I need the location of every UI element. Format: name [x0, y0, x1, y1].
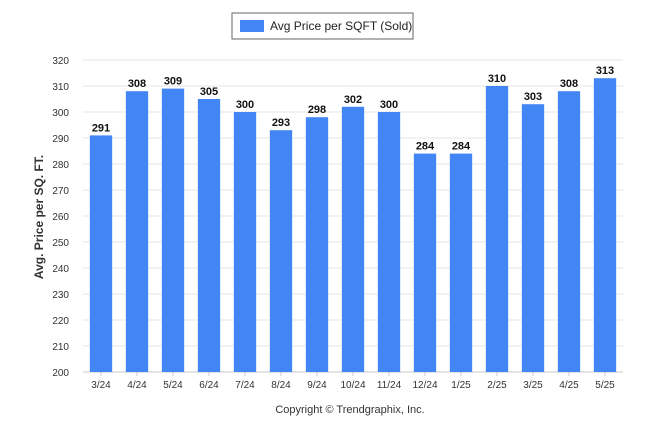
bar: [305, 117, 329, 372]
x-tick-label: 3/24: [91, 380, 111, 391]
data-label: 302: [344, 94, 362, 106]
bar: [557, 91, 581, 372]
x-tick-label: 10/24: [340, 380, 365, 391]
data-label: 284: [452, 141, 471, 153]
y-tick-label: 280: [52, 160, 69, 171]
bar: [413, 153, 437, 372]
x-tick-label: 4/24: [127, 380, 147, 391]
bar: [593, 78, 617, 372]
data-label: 293: [272, 117, 290, 129]
x-tick-label: 3/25: [523, 380, 543, 391]
data-label: 284: [416, 141, 435, 153]
y-tick-label: 270: [52, 186, 69, 197]
y-tick-label: 250: [52, 238, 69, 249]
y-tick-label: 310: [52, 82, 69, 93]
bar: [377, 112, 401, 372]
bar: [521, 104, 545, 372]
bar: [125, 91, 149, 372]
y-axis-ticks: 200 210 220 230 240 250 260 270 280 290 300 310 320: [52, 56, 69, 379]
data-label: 300: [236, 99, 254, 111]
data-label: 303: [524, 91, 542, 103]
y-axis-title: Avg. Price per SQ. FT.: [32, 155, 46, 279]
data-label: 300: [380, 99, 398, 111]
x-tick-label: 4/25: [559, 380, 579, 391]
y-tick-label: 220: [52, 316, 69, 327]
bar: [269, 130, 293, 372]
y-tick-label: 260: [52, 212, 69, 223]
x-tick-label: 12/24: [412, 380, 437, 391]
y-tick-label: 240: [52, 264, 69, 275]
y-tick-label: 320: [52, 56, 69, 67]
x-tick-label: 5/25: [595, 380, 615, 391]
bar: [485, 86, 509, 372]
data-label: 308: [128, 78, 146, 90]
data-label: 308: [560, 78, 578, 90]
x-axis-ticks: 3/24 4/24 5/24 6/24 7/24 8/24 9/24 10/24 11/24 12…: [91, 372, 615, 391]
x-tick-label: 1/25: [451, 380, 471, 391]
bar: [233, 112, 257, 372]
chart-legend: Avg Price per SQFT (Sold): [231, 12, 414, 40]
data-label: 291: [92, 122, 110, 134]
bar: [161, 88, 185, 372]
x-tick-label: 7/24: [235, 380, 255, 391]
y-tick-label: 300: [52, 108, 69, 119]
data-label: 305: [200, 86, 218, 98]
legend-label: Avg Price per SQFT (Sold): [270, 19, 412, 33]
bars: [89, 78, 617, 373]
bar: [89, 135, 113, 372]
data-label: 309: [164, 76, 182, 88]
bar: [449, 153, 473, 372]
data-label: 310: [488, 73, 506, 85]
x-tick-label: 2/25: [487, 380, 507, 391]
y-tick-label: 210: [52, 342, 69, 353]
data-label: 298: [308, 104, 326, 116]
y-tick-label: 290: [52, 134, 69, 145]
bar: [197, 99, 221, 372]
bar: [341, 106, 365, 373]
data-labels: 291 308 309 305 300 293 298 302 300 284 284 310 303 3…: [92, 65, 614, 152]
copyright-text: Copyright © Trendgraphix, Inc.: [275, 404, 424, 416]
data-label: 313: [596, 65, 614, 77]
x-tick-label: 9/24: [307, 380, 327, 391]
x-tick-label: 6/24: [199, 380, 219, 391]
legend-swatch: [240, 20, 264, 32]
x-tick-label: 8/24: [271, 380, 291, 391]
y-tick-label: 230: [52, 290, 69, 301]
x-tick-label: 11/24: [377, 380, 402, 391]
x-tick-label: 5/24: [163, 380, 183, 391]
y-tick-label: 200: [52, 368, 69, 379]
